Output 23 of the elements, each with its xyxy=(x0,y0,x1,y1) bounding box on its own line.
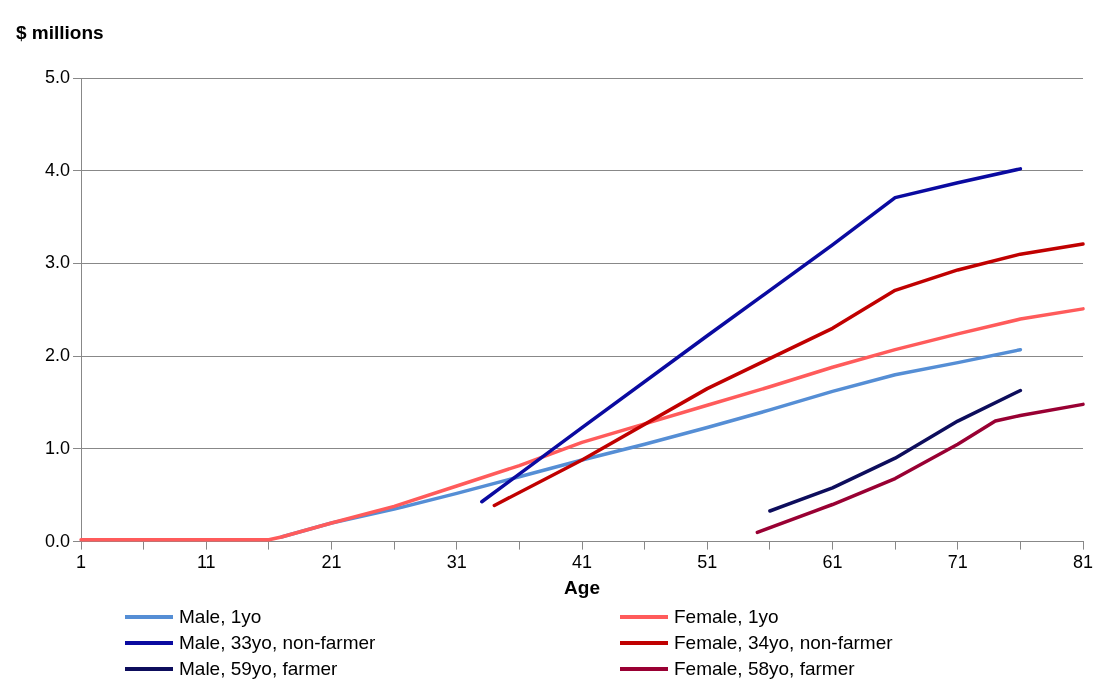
x-tick-label: 31 xyxy=(446,552,467,573)
y-tick-label: 0.0 xyxy=(44,530,71,551)
y-tick-label: 1.0 xyxy=(44,437,71,458)
x-tick-label: 11 xyxy=(196,552,216,573)
x-tick-label: 61 xyxy=(822,552,843,573)
x-tick-label: 21 xyxy=(321,552,342,573)
legend-label: Female, 1yo xyxy=(674,606,779,628)
y-tick-label: 5.0 xyxy=(44,66,71,87)
x-tick-label: 81 xyxy=(1072,552,1094,573)
legend-label: Male, 1yo xyxy=(179,606,262,628)
x-axis-title: Age xyxy=(564,576,600,598)
legend-label: Male, 33yo, non-farmer xyxy=(179,632,376,654)
x-tick-label: 71 xyxy=(947,552,968,573)
x-tick-label: 1 xyxy=(76,552,87,573)
y-tick-label: 2.0 xyxy=(44,345,71,366)
y-axis-title: $ millions xyxy=(16,22,104,44)
y-tick-label: 4.0 xyxy=(44,159,71,180)
legend-label: Male, 59yo, farmer xyxy=(179,658,338,680)
legend-label: Female, 34yo, non-farmer xyxy=(674,632,893,654)
x-tick-label: 51 xyxy=(697,552,718,573)
legend-label: Female, 58yo, farmer xyxy=(674,658,855,680)
y-tick-label: 3.0 xyxy=(44,252,71,273)
x-tick-label: 41 xyxy=(572,552,593,573)
